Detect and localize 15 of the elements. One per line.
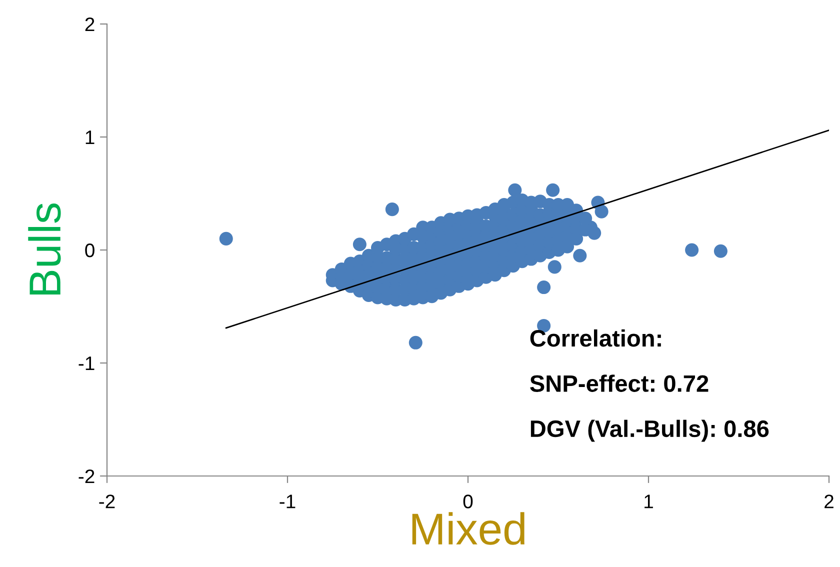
x-tick-label: -2 [99,494,115,508]
y-tick-label: -1 [78,356,94,370]
annotation: SNP-effect: 0.72 [530,374,708,392]
x-axis-title: Mixed [412,512,524,545]
y-axis-title: Bulls [28,203,61,295]
y-tick-label: 2 [85,17,94,32]
x-tick-label: -1 [280,494,296,508]
x-tick-label: 2 [824,494,834,508]
y-tick-label: -2 [78,469,94,484]
y-tick-label: 0 [85,243,94,258]
annotation: Correlation: [530,329,661,347]
annotation: DGV (Val.-Bulls): 0.86 [530,420,769,442]
x-tick-label: 1 [644,494,653,508]
x-tick-label: 0 [463,494,473,508]
y-tick-label: 1 [86,130,94,144]
